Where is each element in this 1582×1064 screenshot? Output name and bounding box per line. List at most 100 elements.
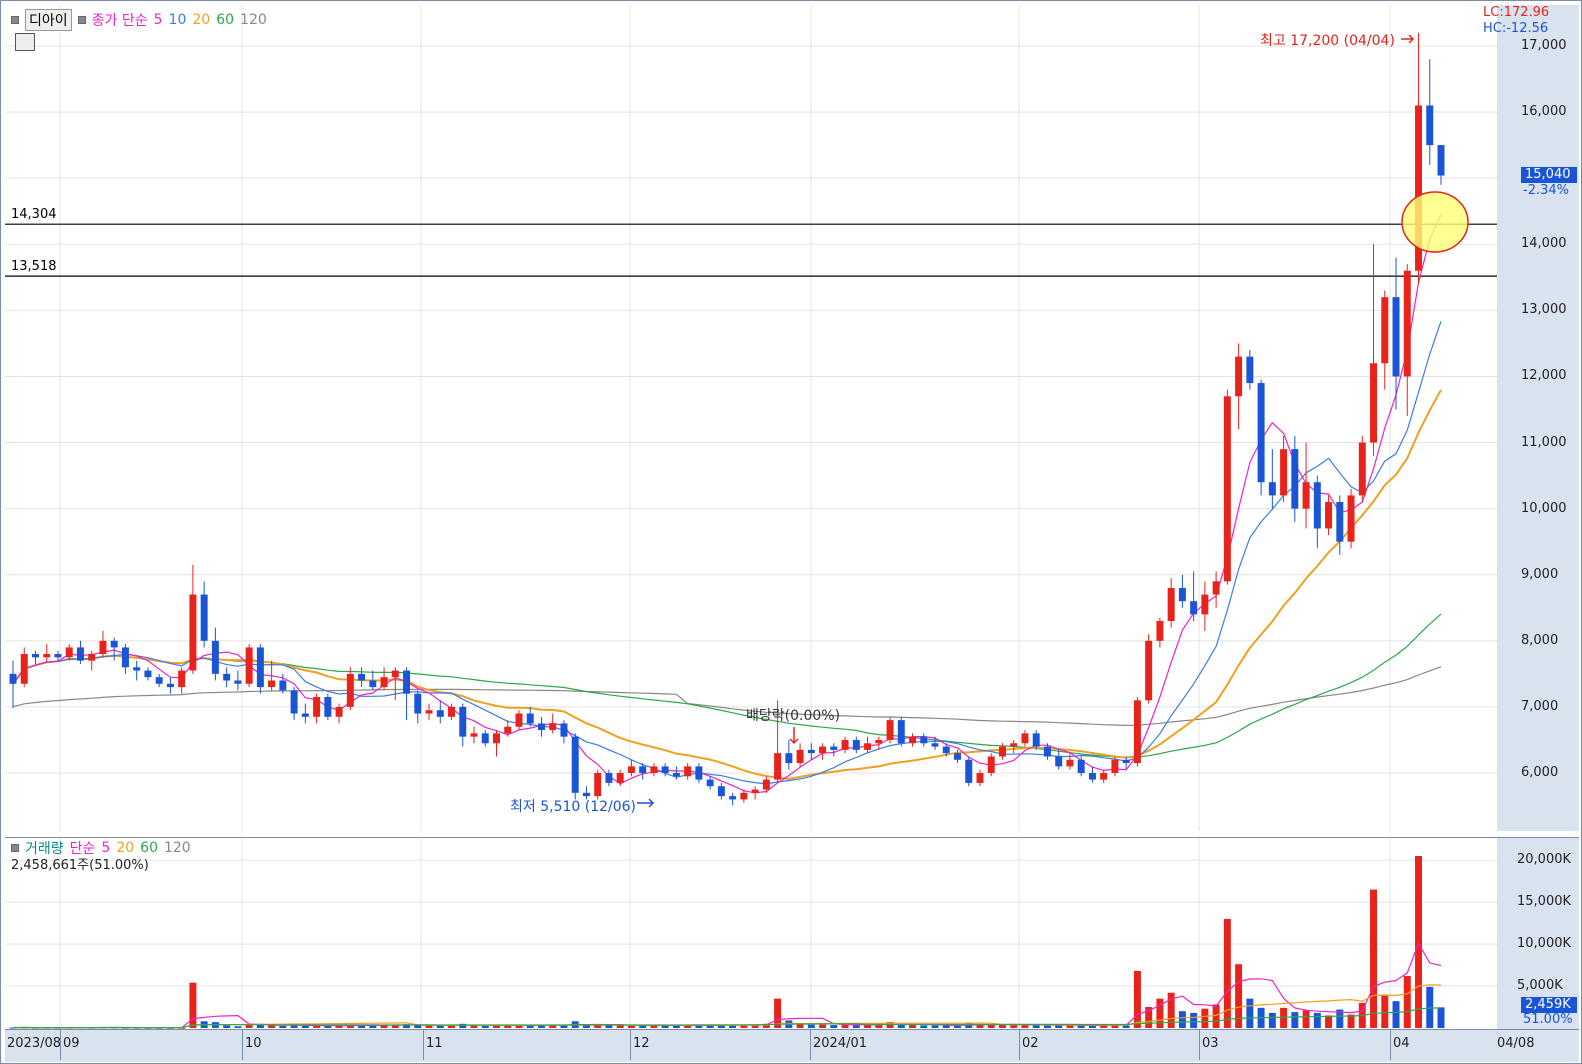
table-icon[interactable] [15, 33, 35, 51]
volume-bar [1370, 889, 1378, 1028]
candle-body [1257, 383, 1265, 483]
candle [1212, 571, 1220, 608]
candle [290, 687, 298, 721]
candle-body [684, 766, 692, 777]
candle [425, 703, 433, 721]
volume-bar [537, 1025, 545, 1028]
volume-bar [493, 1025, 500, 1028]
candle [1122, 756, 1130, 770]
candle-body [313, 696, 321, 717]
volume-bar [1145, 1007, 1153, 1028]
lc-readout: LC:172.96 [1483, 5, 1550, 20]
candle [1201, 581, 1209, 631]
candle [751, 786, 759, 800]
volume-bar [1392, 1001, 1400, 1028]
price-panel[interactable]: 디아이 종가 단순 5 10 20 60 120 14,304 13,518 최… [5, 5, 1498, 831]
candle-body [954, 753, 961, 760]
volume-collapse-icon[interactable] [11, 844, 19, 852]
candle [762, 776, 770, 793]
volume-bar [335, 1025, 343, 1028]
candle-body [369, 680, 377, 688]
candle [88, 650, 96, 671]
volume-bar [1426, 986, 1434, 1028]
candle [470, 726, 478, 744]
candle-body [1122, 759, 1130, 764]
volume-bar [639, 1025, 647, 1028]
candle-body [1347, 495, 1355, 542]
candle-body [43, 654, 51, 658]
volume-bar [504, 1025, 512, 1028]
candle-body [537, 723, 545, 731]
settings-square-icon[interactable] [77, 16, 86, 24]
volume-bar [1133, 970, 1141, 1028]
volume-bar [1077, 1025, 1085, 1028]
candle [1145, 634, 1153, 704]
volume-bar [661, 1025, 669, 1028]
volume-ratio: 51.00% [1523, 1012, 1573, 1027]
volume-bar [391, 1025, 399, 1028]
volume-bar [1291, 1012, 1299, 1028]
low-annotation: 최저 5,510 (12/06) [510, 799, 637, 815]
volume-bar [751, 1025, 759, 1028]
high-annotation: 최고 17,200 (04/04) [1260, 33, 1395, 49]
candle-body [526, 713, 534, 724]
candle-body [1156, 620, 1164, 641]
price-axis[interactable]: LC:172.96 HC:-12.56 17,00016,00015,00014… [1483, 5, 1579, 831]
volume-bar [1336, 1009, 1344, 1028]
candle-body [1268, 482, 1276, 496]
candle-body [121, 647, 129, 668]
candle-body [639, 766, 647, 773]
candle [504, 720, 512, 737]
volume-bar [582, 1025, 590, 1028]
candle-body [290, 690, 298, 714]
candle [1280, 435, 1288, 503]
candle-body [571, 736, 579, 793]
date-separator [1199, 1030, 1200, 1060]
candle-body [1190, 601, 1198, 615]
volume-bar [717, 1024, 725, 1028]
candle [1111, 756, 1119, 777]
candle-body [301, 713, 309, 717]
candle-body [1280, 449, 1288, 496]
candle [200, 581, 208, 648]
candle-body [1392, 297, 1400, 377]
ma120-label: 120 [240, 12, 267, 28]
volume-bar [1032, 1025, 1040, 1028]
volume-bar [144, 1027, 152, 1029]
candle [627, 759, 635, 777]
candle-body [998, 746, 1006, 757]
candle [571, 733, 579, 800]
candle-body [807, 749, 815, 754]
volume-bar [1201, 1008, 1209, 1028]
candle [65, 644, 73, 661]
candle-body [481, 733, 489, 744]
stock-name[interactable]: 디아이 [25, 9, 72, 31]
volume-panel[interactable]: 거래량 단순 5 20 60 120 2,458,661주(51.00%) [5, 837, 1498, 1030]
volume-ma20-label: 20 [116, 840, 135, 856]
volume-ma5-label: 5 [101, 840, 111, 856]
volume-bar [256, 1023, 264, 1028]
candle [706, 776, 714, 790]
collapse-icon[interactable] [11, 16, 19, 24]
volume-bar [234, 1026, 242, 1028]
candle [1043, 743, 1051, 760]
hline-lower-label: 13,518 [11, 259, 57, 274]
candle-body [493, 733, 500, 744]
volume-bar [324, 1025, 332, 1028]
candle [1336, 495, 1344, 555]
candle [774, 700, 782, 783]
candle [178, 667, 186, 694]
date-axis[interactable]: 2023/08 09 10 11 12 2024/01 02 03 04 04/08 [5, 1029, 1579, 1062]
candle-body [1415, 105, 1422, 271]
volume-bar [920, 1025, 928, 1028]
candle [987, 753, 995, 777]
candle-body [864, 743, 872, 750]
date-separator [810, 1030, 811, 1060]
candle-body [852, 739, 860, 750]
candle-body [448, 706, 456, 717]
candle [897, 716, 905, 747]
candle [1302, 442, 1310, 529]
candle-body [1077, 759, 1085, 773]
volume-bar [1021, 1024, 1029, 1028]
volume-bar [1347, 1014, 1355, 1028]
